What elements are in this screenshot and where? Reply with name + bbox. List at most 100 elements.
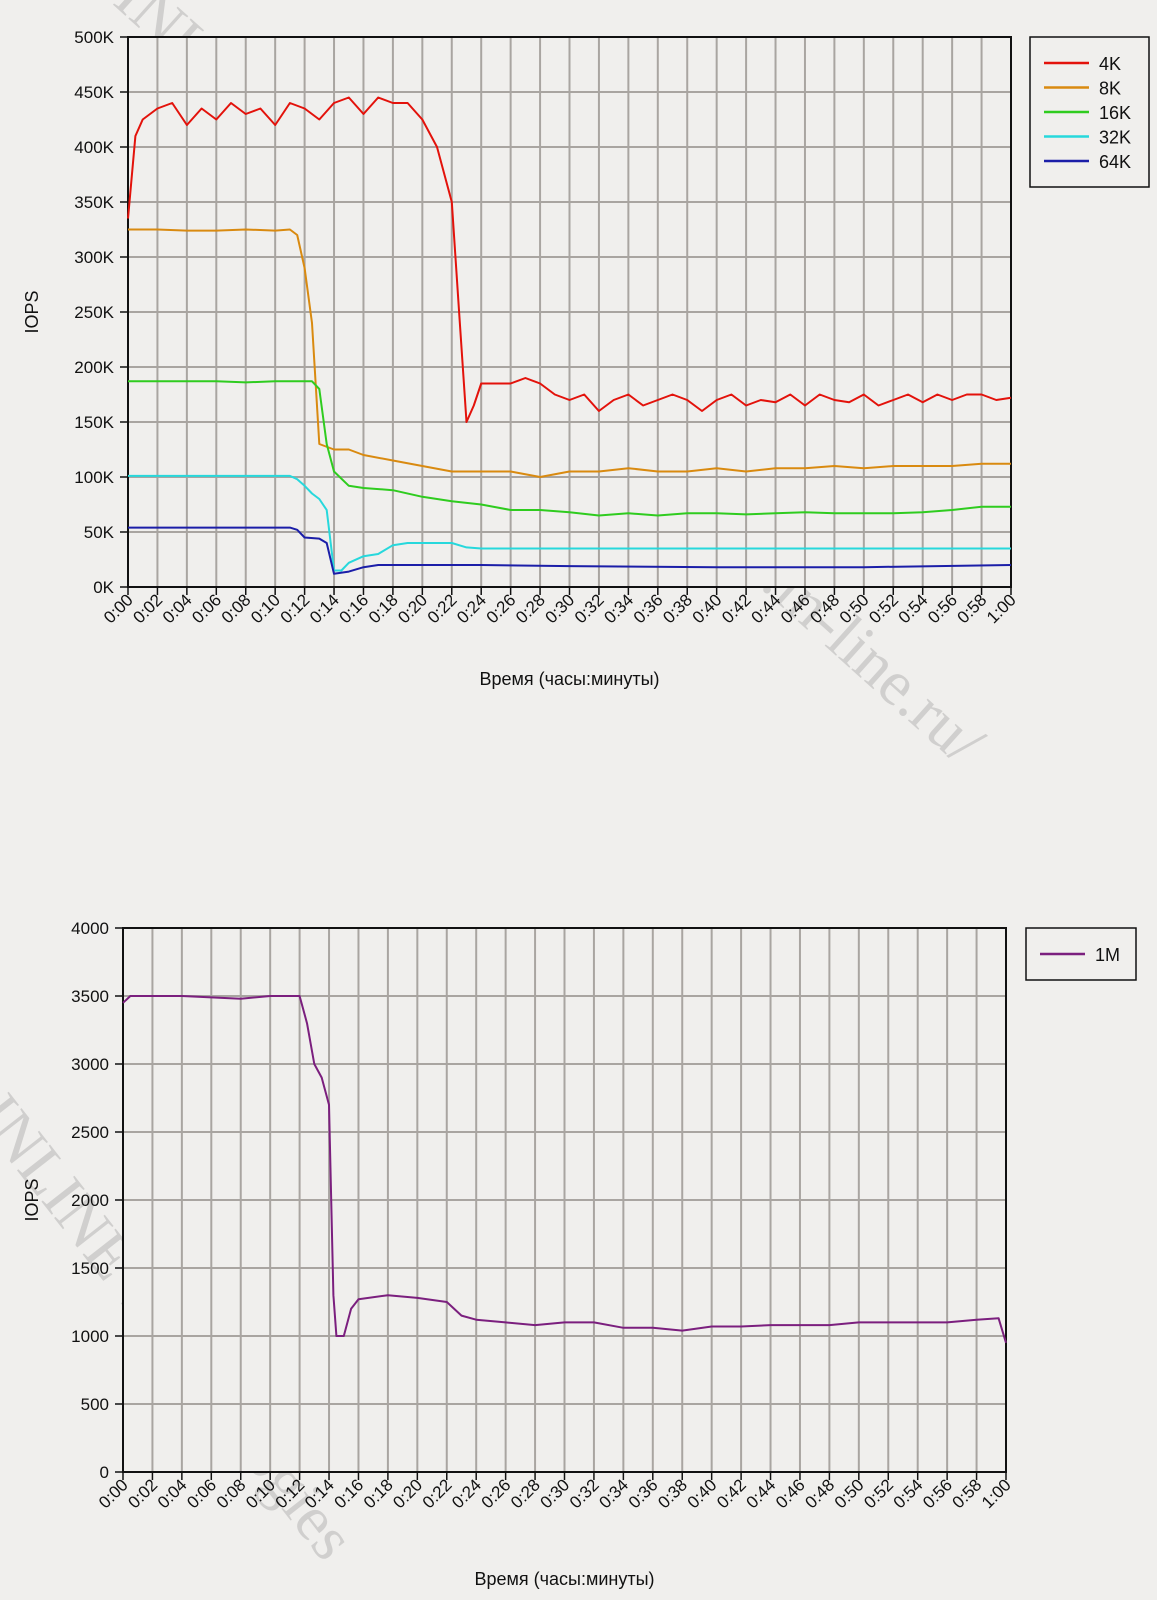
- y-tick-label: 3000: [71, 1055, 109, 1074]
- x-tick-label: 0:12: [272, 1475, 309, 1512]
- y-tick-label: 1000: [71, 1327, 109, 1346]
- x-tick-label: 0:08: [218, 590, 255, 627]
- x-tick-label: 0:22: [424, 590, 461, 627]
- y-tick-label: 2500: [71, 1123, 109, 1142]
- y-tick-label: 400K: [74, 138, 114, 157]
- y-tick-label: 200K: [74, 358, 114, 377]
- x-tick-label: 0:20: [389, 1475, 426, 1512]
- x-tick-label: 1:00: [983, 590, 1020, 627]
- x-tick-label: 0:20: [394, 590, 431, 627]
- legend-label: 8K: [1099, 79, 1121, 99]
- x-tick-label: 0:52: [865, 590, 902, 627]
- y-tick-label: 500K: [74, 28, 114, 47]
- y-tick-label: 2000: [71, 1191, 109, 1210]
- x-tick-label: 0:48: [806, 590, 843, 627]
- x-tick-label: 0:16: [335, 590, 372, 627]
- x-tick-label: 0:58: [954, 590, 991, 627]
- x-tick-label: 0:28: [507, 1475, 544, 1512]
- x-tick-label: 0:54: [895, 590, 932, 627]
- y-axis-label: IOPS: [22, 1178, 42, 1221]
- y-tick-label: 3500: [71, 987, 109, 1006]
- x-tick-label: 0:50: [836, 590, 873, 627]
- x-tick-label: 0:44: [748, 590, 785, 627]
- x-tick-label: 0:38: [654, 1475, 691, 1512]
- x-tick-label: 0:50: [831, 1475, 868, 1512]
- series-line-8K: [128, 228, 1011, 478]
- x-tick-label: 0:02: [129, 590, 166, 627]
- x-tick-label: 0:56: [924, 590, 961, 627]
- x-tick-label: 0:34: [600, 590, 637, 627]
- y-tick-label: 150K: [74, 413, 114, 432]
- series-line-32K: [128, 474, 1011, 572]
- x-tick-label: 0:48: [801, 1475, 838, 1512]
- x-axis-label: Время (часы:минуты): [479, 669, 659, 689]
- x-tick-label: 0:42: [718, 590, 755, 627]
- x-tick-label: 0:04: [154, 1475, 191, 1512]
- y-tick-label: 4000: [71, 919, 109, 938]
- x-tick-label: 0:10: [242, 1475, 279, 1512]
- legend-label: 32K: [1099, 128, 1131, 148]
- x-tick-label: 0:58: [949, 1475, 986, 1512]
- x-tick-label: 0:52: [860, 1475, 897, 1512]
- chart-1: 0:000:020:040:060:080:100:120:140:160:18…: [22, 28, 1150, 689]
- x-tick-label: 0:14: [301, 1475, 338, 1512]
- x-tick-label: 0:26: [483, 590, 520, 627]
- x-tick-label: 0:06: [183, 1475, 220, 1512]
- y-tick-label: 1500: [71, 1259, 109, 1278]
- y-tick-label: 100K: [74, 468, 114, 487]
- x-tick-label: 0:18: [365, 590, 402, 627]
- y-tick-label: 300K: [74, 248, 114, 267]
- x-tick-label: 0:42: [713, 1475, 750, 1512]
- series-line-4K: [127, 96, 1012, 423]
- legend-label: 16K: [1099, 103, 1131, 123]
- x-tick-label: 0:32: [566, 1475, 603, 1512]
- x-tick-label: 0:36: [630, 590, 667, 627]
- x-tick-label: 0:16: [330, 1475, 367, 1512]
- x-tick-label: 0:24: [453, 590, 490, 627]
- x-axis-label: Время (часы:минуты): [474, 1569, 654, 1589]
- x-tick-label: 0:06: [188, 590, 225, 627]
- y-tick-label: 0K: [93, 578, 114, 597]
- y-tick-label: 500: [81, 1395, 109, 1414]
- chart-2: 0:000:020:040:060:080:100:120:140:160:18…: [22, 919, 1137, 1589]
- x-tick-label: 0:56: [919, 1475, 956, 1512]
- x-tick-label: 0:22: [419, 1475, 456, 1512]
- x-tick-label: 0:40: [689, 590, 726, 627]
- x-tick-label: 0:46: [777, 590, 814, 627]
- x-tick-label: 0:24: [448, 1475, 485, 1512]
- x-tick-label: 0:10: [247, 590, 284, 627]
- x-tick-label: 0:18: [360, 1475, 397, 1512]
- legend: 4K 8K 16K 32K 64K: [1029, 36, 1150, 188]
- series-line-1M: [122, 995, 1007, 1344]
- y-tick-label: 350K: [74, 193, 114, 212]
- x-tick-label: 1:00: [978, 1475, 1015, 1512]
- x-tick-label: 0:04: [159, 590, 196, 627]
- y-axis-label: IOPS: [22, 290, 42, 333]
- x-tick-label: 0:30: [536, 1475, 573, 1512]
- x-tick-label: 0:34: [595, 1475, 632, 1512]
- x-tick-label: 0:30: [541, 590, 578, 627]
- plot-border: [122, 927, 1007, 1473]
- legend-label: 4K: [1099, 54, 1121, 74]
- x-tick-label: 0:14: [306, 590, 343, 627]
- x-tick-label: 0:38: [659, 590, 696, 627]
- x-tick-label: 0:46: [772, 1475, 809, 1512]
- x-tick-label: 0:02: [124, 1475, 161, 1512]
- x-tick-label: 0:28: [512, 590, 549, 627]
- y-tick-label: 450K: [74, 83, 114, 102]
- y-tick-label: 0: [100, 1463, 109, 1482]
- series-line-16K: [128, 380, 1011, 517]
- x-tick-label: 0:12: [277, 590, 314, 627]
- series-line-64K: [128, 526, 1012, 575]
- x-tick-label: 0:26: [478, 1475, 515, 1512]
- legend-label: 64K: [1099, 152, 1131, 172]
- legend-label: 1M: [1095, 945, 1120, 965]
- x-tick-label: 0:08: [213, 1475, 250, 1512]
- x-tick-label: 0:44: [743, 1475, 780, 1512]
- x-tick-label: 0:36: [625, 1475, 662, 1512]
- x-tick-label: 0:54: [890, 1475, 927, 1512]
- plot-border: [127, 36, 1012, 588]
- x-tick-label: 0:40: [684, 1475, 721, 1512]
- legend: 1M: [1025, 927, 1137, 981]
